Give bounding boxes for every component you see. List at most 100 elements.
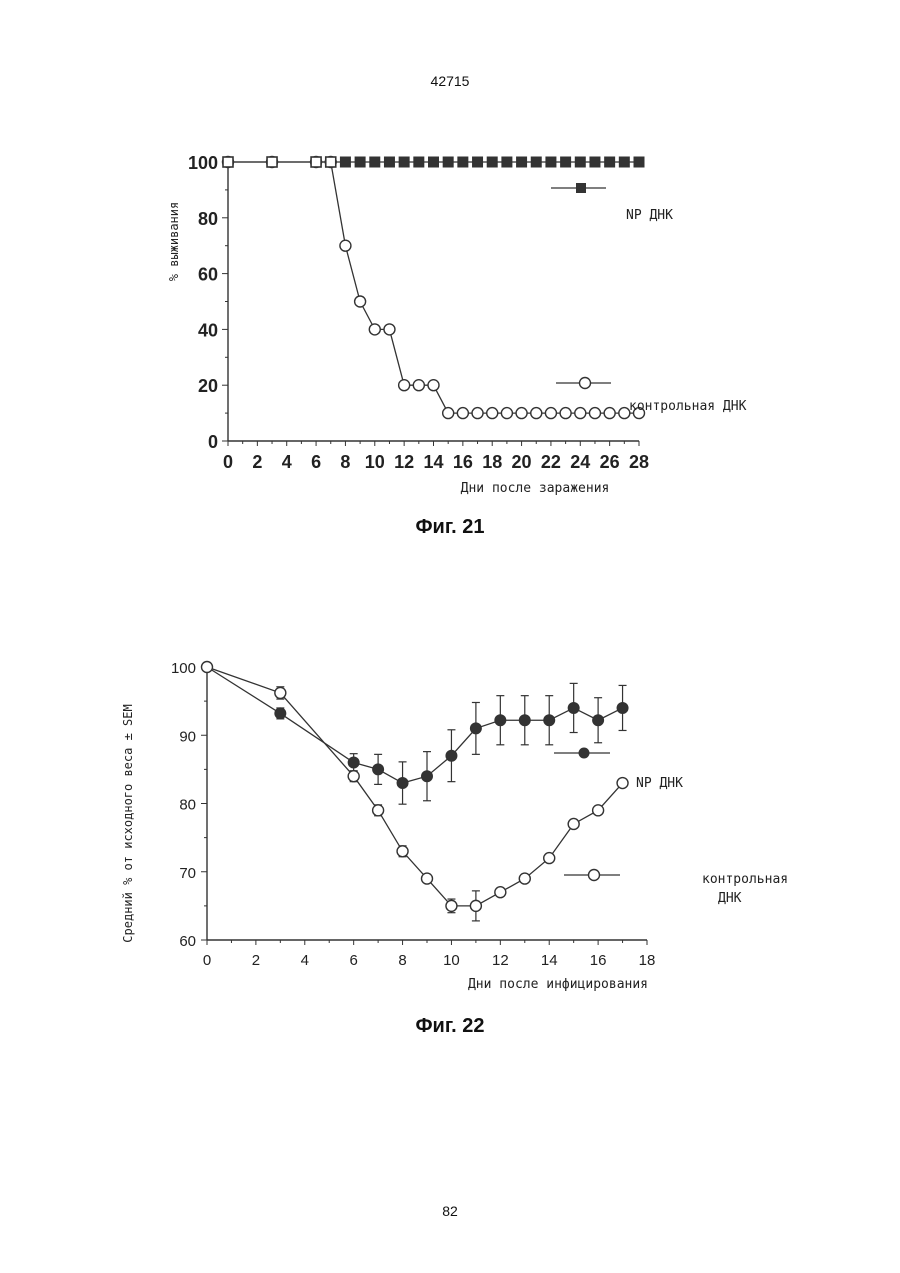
x-tick-label: 16 [590, 952, 607, 969]
data-point-np-dna [561, 157, 571, 167]
data-point-control-dna [604, 408, 615, 419]
data-point-np-dna [487, 157, 497, 167]
figure-22-caption: Фиг. 22 [0, 1015, 900, 1038]
data-point-np-dna [397, 778, 408, 789]
x-tick-label: 6 [311, 452, 321, 472]
y-tick-label: 100 [188, 153, 218, 173]
legend-label-np-dna: NP ДНК [626, 208, 673, 223]
data-point-np-dna [446, 750, 457, 761]
x-tick-label: 0 [223, 452, 233, 472]
y-axis-label: Средний % от исходного веса ± SEM [121, 704, 135, 942]
legend-label-control-dna: контрольная ДНК [629, 399, 747, 414]
data-point-control-dna [544, 853, 555, 864]
x-tick-label: 28 [629, 452, 649, 472]
x-tick-label: 10 [443, 952, 460, 969]
data-point-np-dna [355, 157, 365, 167]
data-point-control-dna [355, 296, 366, 307]
figure-21-caption: Фиг. 21 [0, 516, 900, 539]
y-tick-label: 0 [208, 432, 218, 452]
data-point-np-dna [605, 157, 615, 167]
weight-chart: 02468101214161860708090100Дни после инфи… [0, 640, 900, 1000]
data-point-np-dna [348, 757, 359, 768]
data-point-np-dna [311, 157, 321, 167]
data-point-np-dna [414, 157, 424, 167]
x-tick-label: 26 [600, 452, 620, 472]
data-point-control-dna [519, 873, 530, 884]
x-tick-label: 20 [512, 452, 532, 472]
x-tick-label: 2 [252, 952, 260, 969]
data-point-control-dna [384, 324, 395, 335]
legend-marker-np-dna [576, 183, 586, 193]
data-point-np-dna [519, 715, 530, 726]
data-point-control-dna [545, 408, 556, 419]
data-point-np-dna [590, 157, 600, 167]
legend-marker-np-dna [579, 748, 590, 759]
page-number-footer: 82 [0, 1203, 900, 1219]
y-tick-label: 90 [179, 728, 196, 745]
data-point-control-dna [470, 900, 481, 911]
data-point-control-dna [399, 380, 410, 391]
data-point-np-dna [275, 708, 286, 719]
data-point-np-dna [340, 157, 350, 167]
data-point-np-dna [267, 157, 277, 167]
y-tick-label: 60 [198, 265, 218, 285]
data-point-np-dna [575, 157, 585, 167]
y-tick-label: 40 [198, 320, 218, 340]
y-tick-label: 80 [198, 209, 218, 229]
x-tick-label: 0 [203, 952, 211, 969]
data-point-control-dna [568, 818, 579, 829]
data-point-np-dna [422, 771, 433, 782]
data-point-control-dna [443, 408, 454, 419]
data-point-control-dna [472, 408, 483, 419]
data-point-np-dna [502, 157, 512, 167]
x-tick-label: 12 [394, 452, 414, 472]
x-tick-label: 4 [282, 452, 292, 472]
data-point-np-dna [373, 764, 384, 775]
y-tick-label: 70 [179, 865, 196, 882]
data-point-np-dna [326, 157, 336, 167]
data-point-np-dna [593, 715, 604, 726]
data-point-np-dna [429, 157, 439, 167]
x-tick-label: 2 [252, 452, 262, 472]
data-point-np-dna [470, 723, 481, 734]
data-point-control-dna [495, 887, 506, 898]
data-point-control-dna [397, 846, 408, 857]
data-point-control-dna [340, 240, 351, 251]
data-point-np-dna [458, 157, 468, 167]
legend-label-control-dna: контрольнаяДНК [702, 872, 788, 906]
data-point-control-dna [516, 408, 527, 419]
data-point-control-dna [373, 805, 384, 816]
data-point-np-dna [619, 157, 629, 167]
data-point-control-dna [422, 873, 433, 884]
x-tick-label: 18 [482, 452, 502, 472]
x-tick-label: 22 [541, 452, 561, 472]
x-tick-label: 14 [541, 952, 558, 969]
x-tick-label: 18 [639, 952, 656, 969]
x-tick-label: 14 [423, 452, 443, 472]
data-point-control-dna [446, 900, 457, 911]
data-point-np-dna [531, 157, 541, 167]
data-point-control-dna [348, 771, 359, 782]
legend-label-np-dna: NP ДНК [636, 776, 683, 791]
legend-marker-control-dna [580, 378, 591, 389]
data-point-control-dna [593, 805, 604, 816]
data-point-np-dna [544, 715, 555, 726]
x-tick-label: 16 [453, 452, 473, 472]
data-point-control-dna [413, 380, 424, 391]
data-point-np-dna [384, 157, 394, 167]
data-point-np-dna [443, 157, 453, 167]
x-tick-label: 4 [301, 952, 309, 969]
x-tick-label: 12 [492, 952, 509, 969]
legend-marker-control-dna [589, 870, 600, 881]
data-point-control-dna [202, 662, 213, 673]
y-tick-label: 80 [179, 797, 196, 814]
data-point-np-dna [370, 157, 380, 167]
x-tick-label: 6 [349, 952, 357, 969]
x-axis-label: Дни после заражения [461, 481, 610, 496]
x-tick-label: 10 [365, 452, 385, 472]
x-axis-label: Дни после инфицирования [468, 977, 648, 992]
page-number-header: 42715 [0, 73, 900, 89]
data-point-np-dna [517, 157, 527, 167]
series-line-control-dna [207, 667, 623, 906]
data-point-control-dna [531, 408, 542, 419]
